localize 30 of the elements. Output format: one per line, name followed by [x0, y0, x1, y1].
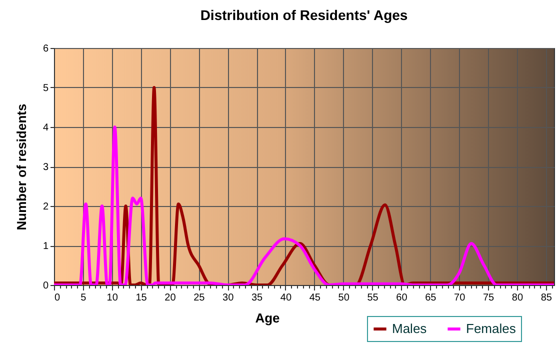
x-tick-label: 80	[512, 292, 524, 304]
x-tick-label: 55	[367, 292, 379, 304]
x-tick-label: 10	[106, 292, 118, 304]
x-tick-label: 0	[54, 292, 60, 304]
legend-label: Males	[392, 321, 428, 336]
y-tick-label: 1	[42, 241, 49, 252]
chart-title: Distribution of Residents' Ages	[200, 7, 408, 23]
x-tick-label: 75	[482, 292, 495, 304]
y-tick-label: 3	[42, 162, 49, 173]
x-tick-label: 45	[309, 292, 321, 304]
y-tick-label: 0	[42, 280, 49, 292]
x-tick-label: 70	[454, 292, 466, 304]
x-tick-label: 40	[280, 292, 292, 304]
y-tick-label: 5	[42, 83, 49, 94]
x-tick-label: 15	[136, 292, 148, 304]
x-axis-title: Age	[255, 310, 280, 326]
x-tick-label: 30	[222, 292, 234, 304]
x-tick-label: 35	[251, 292, 264, 304]
x-tick-label: 5	[80, 292, 87, 304]
x-tick-label: 65	[425, 292, 437, 304]
y-tick-label: 6	[42, 44, 49, 54]
x-tick-label: 25	[194, 292, 206, 304]
y-tick-label: 2	[42, 202, 49, 212]
x-tick-label: 85	[540, 292, 552, 304]
x-tick-label: 60	[396, 292, 408, 304]
x-tick-label: 50	[338, 292, 350, 304]
x-tick-label: 20	[164, 292, 176, 304]
y-axis-title: Number of residents	[14, 104, 29, 230]
legend-label: Females	[466, 321, 516, 336]
y-tick-label: 4	[42, 122, 49, 134]
